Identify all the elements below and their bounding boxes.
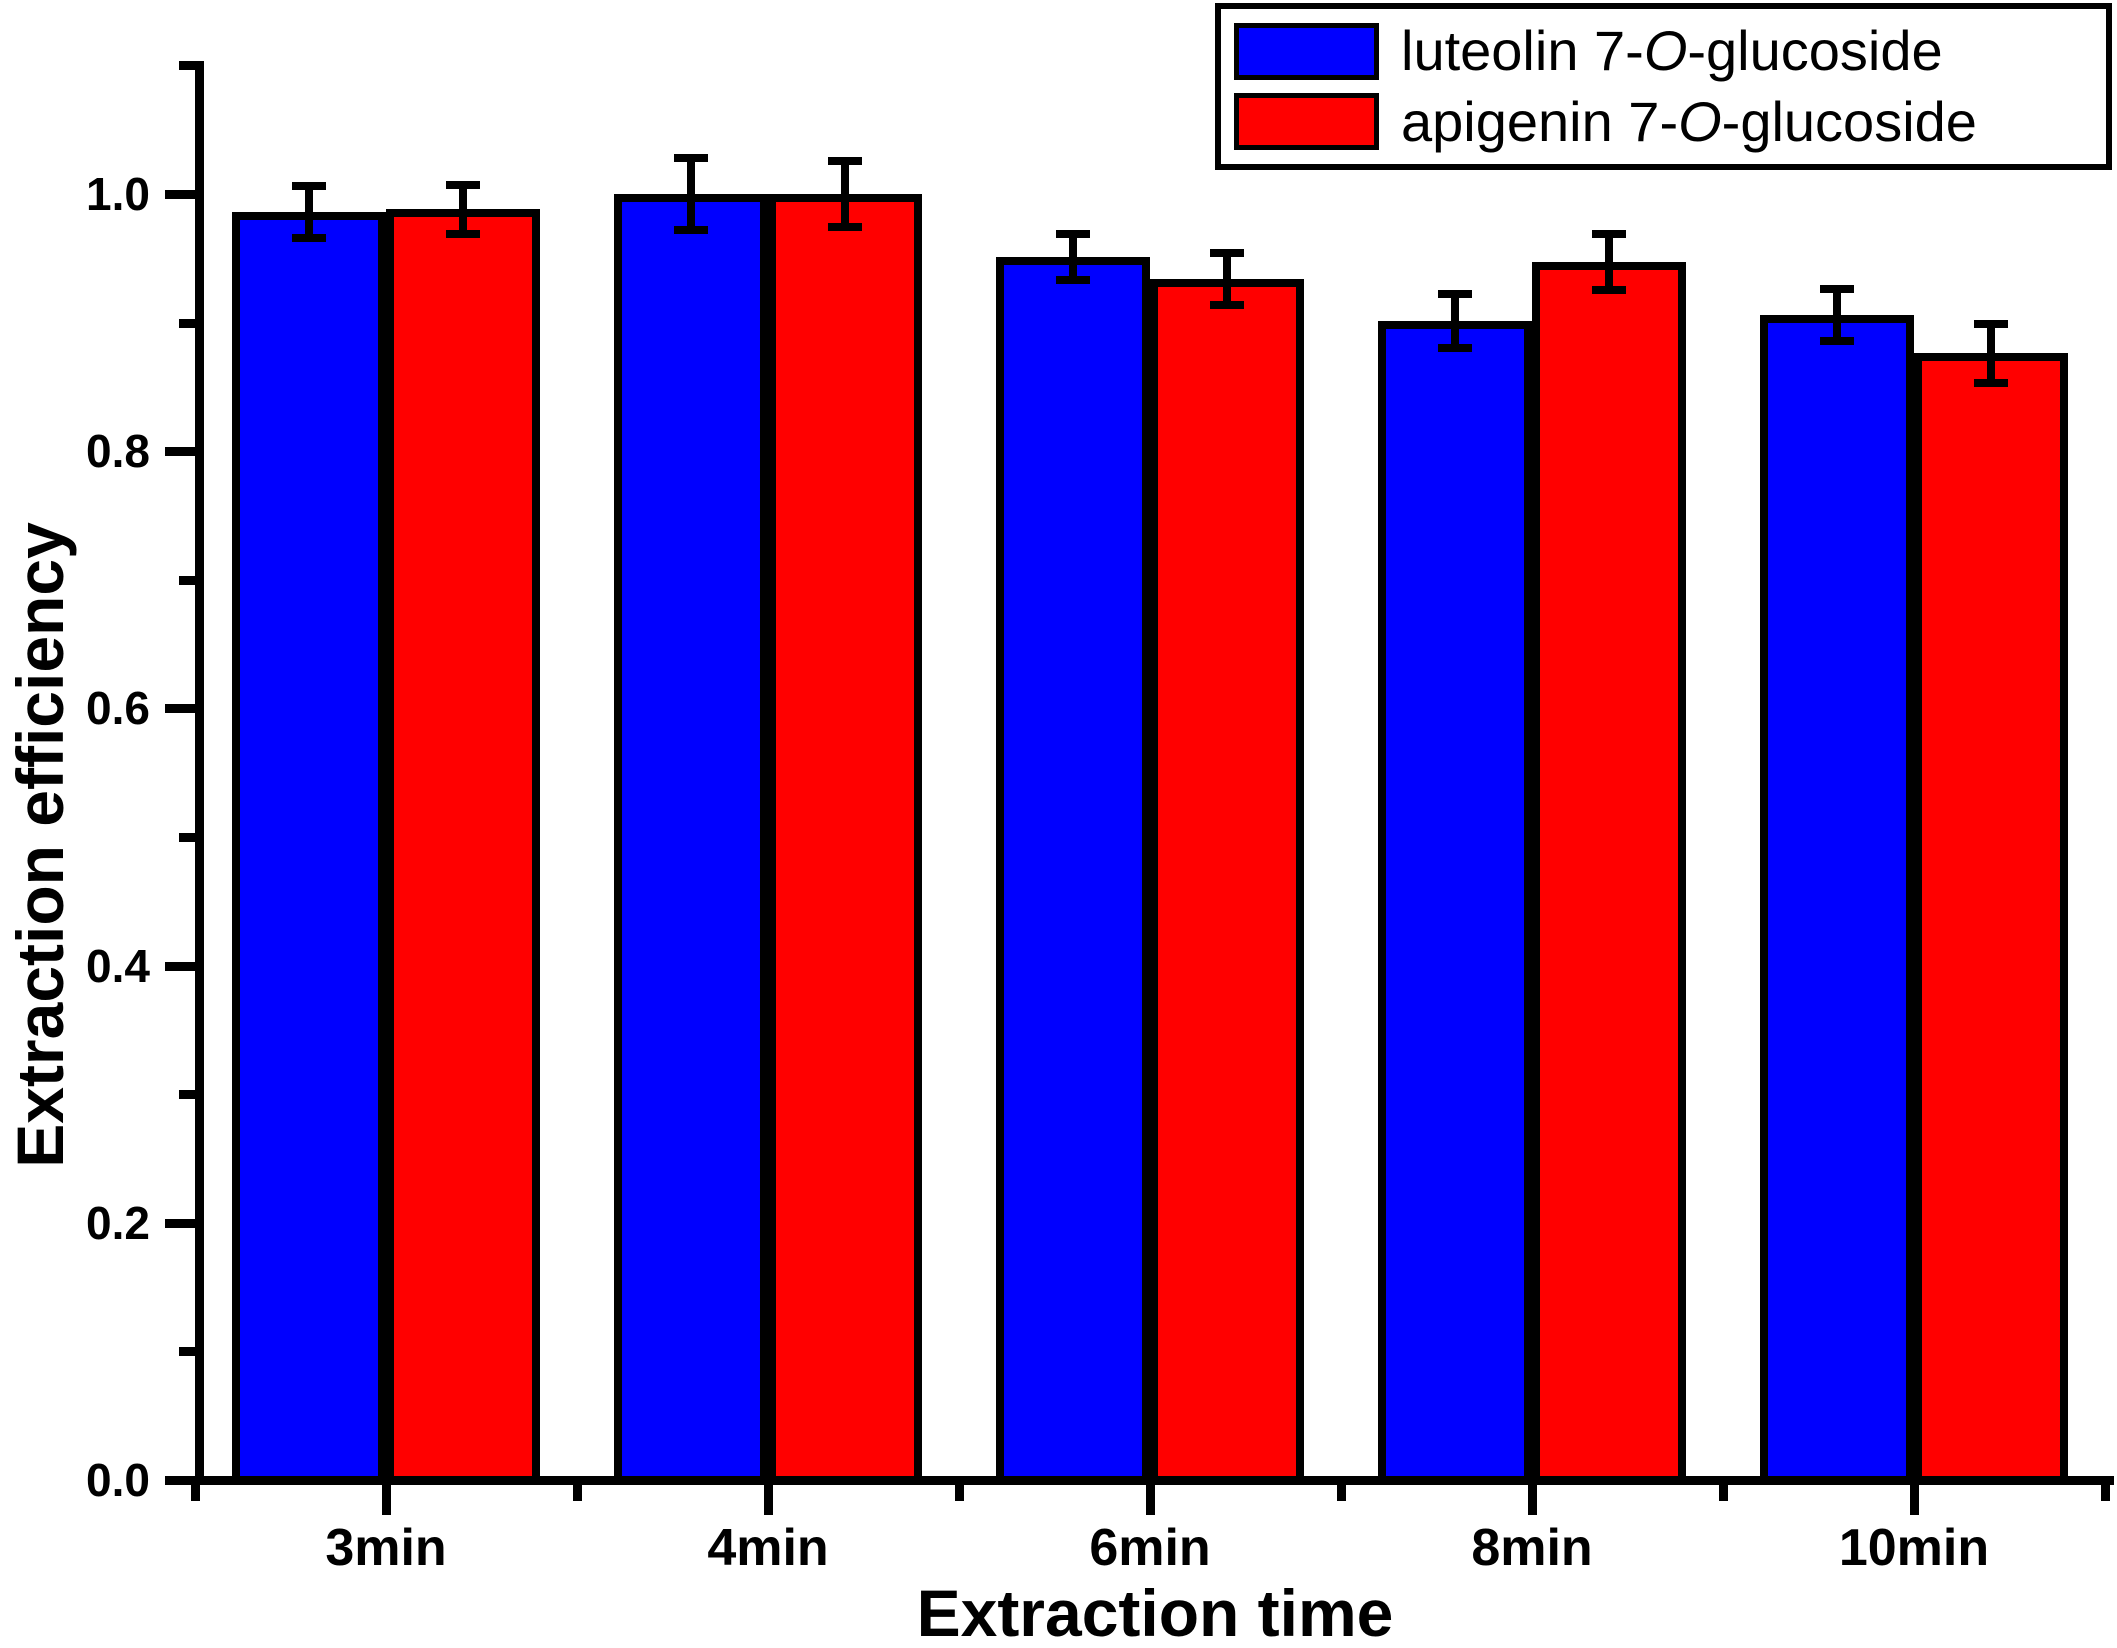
y-major-tick <box>165 190 195 199</box>
error-bar-cap-top <box>1820 285 1854 294</box>
legend-label-series2: apigenin 7-O-glucoside <box>1401 89 1977 153</box>
y-minor-tick <box>179 1090 195 1100</box>
error-bar-cap-top <box>1438 290 1472 299</box>
bar-4min-series2 <box>768 194 922 1485</box>
error-bar-cap-bottom <box>1210 300 1244 309</box>
bar-8min-series1 <box>1378 321 1532 1485</box>
error-bar-line <box>1987 323 1995 384</box>
y-tick-label: 0.0 <box>86 1454 150 1506</box>
error-bar-line <box>1605 233 1613 291</box>
error-bar-cap-top <box>446 180 480 189</box>
y-minor-tick <box>179 575 195 585</box>
error-bar-cap-bottom <box>1056 276 1090 285</box>
y-tick-label: 0.8 <box>86 425 150 478</box>
error-bar-cap-bottom <box>1438 344 1472 353</box>
error-bar-line <box>1451 294 1459 349</box>
y-tick-label: 0.4 <box>86 939 150 992</box>
error-bar-cap-top <box>1592 229 1626 238</box>
bar-10min-series2 <box>1914 353 2068 1485</box>
y-tick-label: 1.0 <box>86 168 150 220</box>
x-minor-tick <box>1337 1485 1346 1501</box>
error-bar-line <box>305 186 313 238</box>
bar-3min-series2 <box>386 209 540 1485</box>
x-major-tick <box>1910 1485 1919 1515</box>
error-bar-cap-top <box>674 153 708 162</box>
legend-row-series1: luteolin 7-O-glucoside <box>1234 19 2106 83</box>
x-tick-label: 6min <box>1089 1519 1211 1577</box>
bar-4min-series1 <box>614 194 768 1485</box>
y-axis-title: Extraction efficiency <box>3 522 77 1168</box>
x-major-tick <box>382 1485 391 1515</box>
legend-label-series1: luteolin 7-O-glucoside <box>1401 19 1943 83</box>
error-bar-line <box>1833 289 1841 341</box>
legend-swatch-series1 <box>1234 22 1379 80</box>
error-bar-line <box>459 184 467 234</box>
error-bar-cap-bottom <box>446 229 480 238</box>
error-bar-cap-top <box>1210 249 1244 258</box>
y-minor-tick <box>179 1347 195 1357</box>
x-tick-label: 3min <box>325 1519 447 1577</box>
x-major-tick <box>1146 1485 1155 1515</box>
bar-8min-series2 <box>1532 262 1686 1485</box>
y-minor-tick <box>179 61 195 71</box>
error-bar-cap-top <box>1974 319 2008 328</box>
error-bar-line <box>1223 253 1231 305</box>
bar-10min-series1 <box>1760 314 1914 1485</box>
x-minor-tick <box>191 1485 200 1501</box>
legend-row-series2: apigenin 7-O-glucoside <box>1234 89 2106 153</box>
y-minor-tick <box>179 833 195 842</box>
x-major-tick <box>1528 1485 1537 1515</box>
x-axis-line <box>195 1476 2114 1485</box>
legend: luteolin 7-O-glucoside apigenin 7-O-gluco… <box>1215 3 2112 170</box>
y-tick-label: 0.2 <box>86 1196 150 1249</box>
error-bar-cap-bottom <box>1820 336 1854 345</box>
y-tick-label: 0.6 <box>86 682 150 735</box>
error-bar-cap-top <box>1056 229 1090 238</box>
error-bar-cap-bottom <box>292 233 326 242</box>
x-minor-tick <box>2101 1485 2110 1501</box>
error-bar-cap-top <box>828 156 862 165</box>
bar-6min-series1 <box>996 257 1150 1485</box>
x-minor-tick <box>573 1485 582 1501</box>
error-bar-line <box>841 160 849 228</box>
x-major-tick <box>764 1485 773 1515</box>
y-major-tick <box>165 447 195 457</box>
y-major-tick <box>165 961 195 971</box>
legend-swatch-series2 <box>1234 93 1379 151</box>
error-bar-cap-bottom <box>1974 379 2008 388</box>
error-bar-cap-top <box>292 182 326 191</box>
x-minor-tick <box>1719 1485 1728 1501</box>
bar-3min-series1 <box>232 212 386 1485</box>
x-minor-tick <box>955 1485 964 1501</box>
error-bar-cap-bottom <box>1592 286 1626 295</box>
error-bar-cap-bottom <box>828 223 862 232</box>
y-axis-line <box>195 61 204 1485</box>
error-bar-line <box>687 157 695 230</box>
x-tick-label: 4min <box>707 1519 829 1577</box>
y-major-tick <box>165 1476 195 1485</box>
x-tick-label: 8min <box>1471 1519 1593 1577</box>
x-axis-title: Extraction time <box>916 1576 1394 1648</box>
y-major-tick <box>165 1218 195 1228</box>
y-major-tick <box>165 704 195 714</box>
bar-6min-series2 <box>1150 278 1304 1485</box>
error-bar-cap-bottom <box>674 226 708 234</box>
x-tick-label: 10min <box>1838 1519 1990 1577</box>
y-minor-tick <box>179 318 195 328</box>
error-bar-line <box>1069 233 1077 281</box>
